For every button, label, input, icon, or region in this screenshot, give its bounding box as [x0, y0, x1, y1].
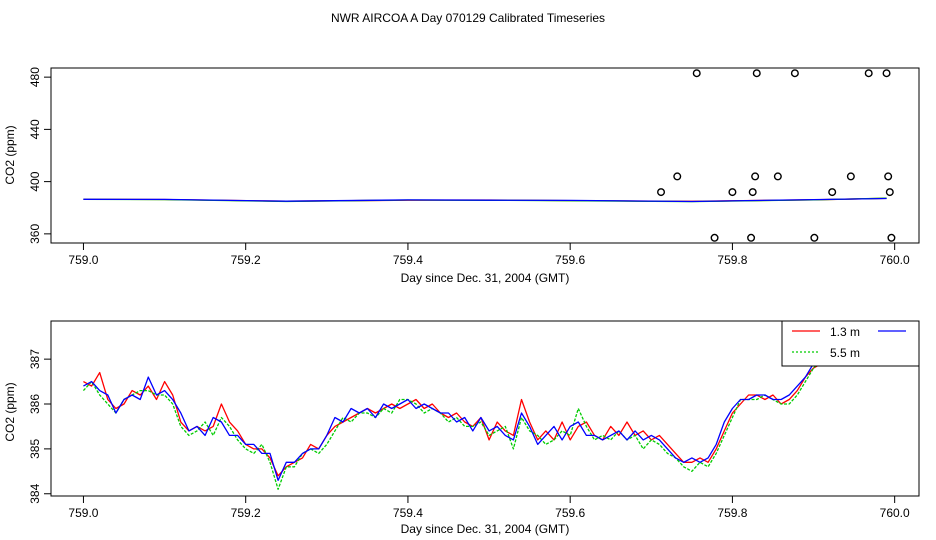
- legend: 1.3 m 5.5 m: [781, 320, 920, 367]
- bottom-x-tick-label-3: 759.6: [555, 506, 585, 520]
- bottom-series-line-1: [82, 327, 883, 490]
- top-x-tick-label-5: 760.0: [880, 253, 910, 267]
- top-point-16: [884, 172, 893, 181]
- top-y-tick-label-1: 400: [28, 171, 42, 191]
- top-point-5: [747, 233, 756, 242]
- top-point-13: [846, 172, 855, 181]
- top-point-7: [751, 172, 760, 181]
- bottom-x-tick-label-1: 759.2: [231, 506, 261, 520]
- bottom-x-tick-label-4: 759.8: [717, 506, 747, 520]
- legend-box: [781, 320, 920, 367]
- bottom-y-axis-label: CO2 (ppm): [3, 382, 17, 441]
- top-point-17: [885, 188, 894, 197]
- top-x-tick-label-2: 759.4: [393, 253, 423, 267]
- bottom-series-line-2: [83, 331, 883, 481]
- top-point-1: [673, 172, 682, 181]
- top-x-tick-label-0: 759.0: [68, 253, 98, 267]
- top-point-0: [657, 188, 666, 197]
- top-point-9: [773, 172, 782, 181]
- top-point-11: [810, 233, 819, 242]
- bottom-x-tick-label-5: 760.0: [880, 506, 910, 520]
- top-point-8: [752, 69, 761, 78]
- top-x-tick-label-4: 759.8: [717, 253, 747, 267]
- bottom-x-tick-label-2: 759.4: [393, 506, 423, 520]
- top-point-2: [692, 69, 701, 78]
- legend-label-1: 1.3 m: [830, 325, 860, 339]
- top-point-12: [828, 188, 837, 197]
- top-y-tick-label-3: 480: [28, 67, 42, 87]
- top-point-4: [728, 188, 737, 197]
- top-series-line-2: [83, 197, 887, 203]
- bottom-panel: 759.0 759.2 759.4 759.6 759.8 760.0 384 385 386 3…: [3, 320, 920, 536]
- legend-label-2: 5.5 m: [830, 346, 860, 360]
- top-x-axis-label: Day since Dec. 31, 2004 (GMT): [401, 271, 570, 285]
- figure-title: NWR AIRCOA A Day 070129 Calibrated Times…: [331, 11, 605, 25]
- bottom-y-tick-label-0: 384: [28, 483, 42, 503]
- top-point-10: [790, 69, 799, 78]
- bottom-plot-marks: [82, 327, 884, 490]
- top-panel: 759.0 759.2 759.4 759.6 759.8 760.0 360 400 440 4…: [3, 67, 920, 285]
- top-point-14: [864, 69, 873, 78]
- bottom-y-tick-label-1: 385: [28, 439, 42, 459]
- top-plot-axes: 759.0 759.2 759.4 759.6 759.8 760.0 360 400 440 4…: [28, 67, 910, 267]
- top-y-tick-label-2: 440: [28, 119, 42, 139]
- top-x-tick-label-1: 759.2: [231, 253, 261, 267]
- bottom-y-tick-label-2: 386: [28, 394, 42, 414]
- bottom-x-axis-label: Day since Dec. 31, 2004 (GMT): [401, 522, 570, 536]
- top-plot-frame: [50, 67, 920, 244]
- top-point-15: [882, 69, 891, 78]
- bottom-y-tick-label-3: 387: [28, 349, 42, 369]
- top-x-tick-label-3: 759.6: [555, 253, 585, 267]
- bottom-plot-axes: 759.0 759.2 759.4 759.6 759.8 760.0 384 385 386 3…: [28, 349, 910, 520]
- top-point-18: [887, 233, 896, 242]
- bottom-x-tick-label-0: 759.0: [68, 506, 98, 520]
- top-y-axis-label: CO2 (ppm): [3, 125, 17, 184]
- bottom-series-line-0: [83, 331, 884, 477]
- bottom-plot-frame: [50, 320, 920, 497]
- top-plot-marks: [83, 69, 896, 242]
- top-y-tick-label-0: 360: [28, 224, 42, 244]
- top-point-3: [710, 233, 719, 242]
- top-point-6: [748, 188, 757, 197]
